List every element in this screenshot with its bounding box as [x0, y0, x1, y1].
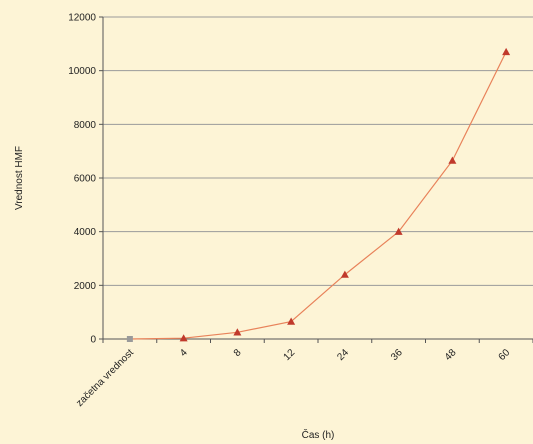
- x-tick-label: 4: [178, 347, 190, 359]
- gridlines: [103, 16, 533, 286]
- x-axis-title: Čas (h): [302, 428, 335, 441]
- y-tick-label: 2000: [74, 281, 97, 292]
- y-tick-label: 6000: [74, 174, 97, 185]
- y-tick-label: 0: [90, 335, 96, 346]
- data-point-marker: [287, 317, 296, 325]
- data-point-marker: [394, 227, 403, 235]
- y-tick-labels: 0 2000 4000 6000 8000 10000 12000: [68, 13, 103, 346]
- x-tick-label: 60: [497, 347, 513, 363]
- y-tick-label: 10000: [68, 66, 96, 77]
- x-tick-label: 36: [389, 347, 405, 363]
- data-point-marker: [126, 336, 133, 342]
- y-tick-label: 12000: [68, 13, 96, 24]
- x-tick-label: začetna vrednost: [74, 347, 136, 409]
- y-axis-title: Vrednost HMF: [14, 146, 25, 210]
- data-point-marker: [340, 270, 349, 278]
- series-markers: [126, 47, 511, 342]
- series-line: [129, 51, 507, 340]
- y-tick-label: 4000: [74, 227, 97, 238]
- x-tick-label: 24: [335, 347, 351, 363]
- data-point-marker: [502, 47, 511, 56]
- data-point-marker: [179, 334, 188, 342]
- x-tick-label: 12: [282, 347, 298, 363]
- y-tick-label: 8000: [74, 120, 97, 131]
- x-tick-labels: začetna vrednost 4 8 12 24 36 48 60: [74, 339, 533, 409]
- data-point-marker: [448, 156, 457, 164]
- x-tick-label: 8: [232, 347, 244, 359]
- data-point-marker: [233, 328, 242, 336]
- x-tick-label: 48: [443, 347, 459, 363]
